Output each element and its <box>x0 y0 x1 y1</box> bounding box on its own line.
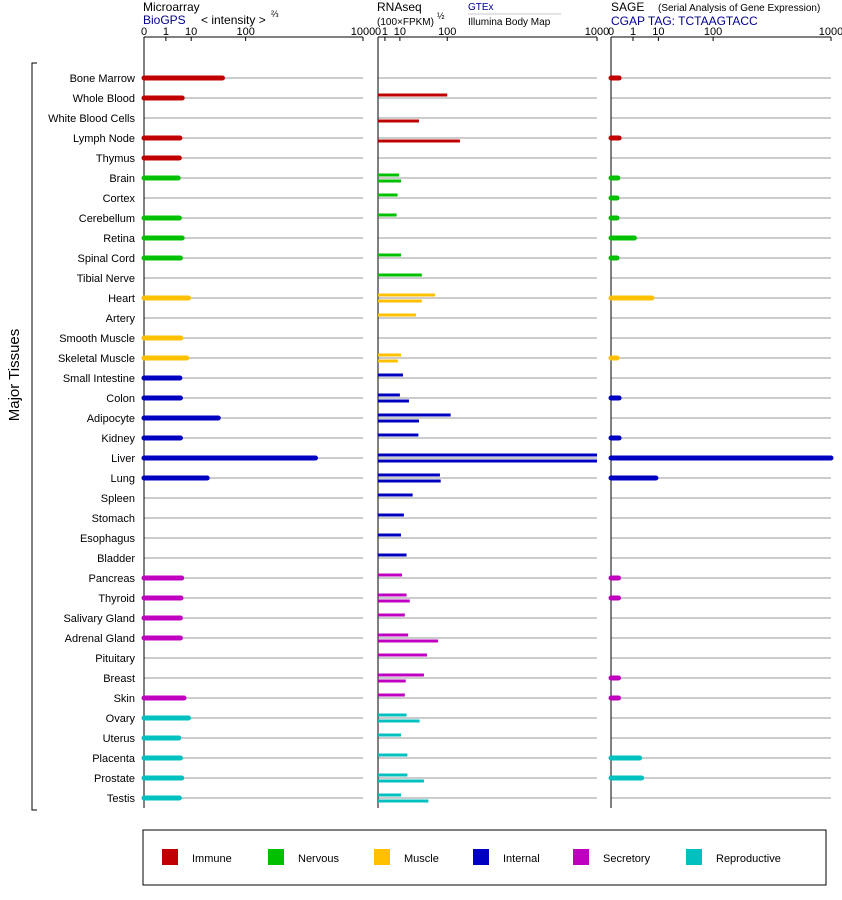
tissue-label: Thyroid <box>98 593 135 605</box>
tissue-label: Pituitary <box>95 653 135 665</box>
microarray-tick-label-1: 1 <box>163 26 169 38</box>
microarray-tick-label-0: 0 <box>141 26 147 38</box>
bars-layer <box>141 75 834 803</box>
tissue-label: Testis <box>107 793 136 805</box>
tissue-label: Cerebellum <box>79 213 135 225</box>
sage-tag: CGAP TAG: TCTAAGTACC <box>611 14 758 28</box>
legend-label-nervous: Nervous <box>298 853 339 865</box>
legend-label-immune: Immune <box>192 853 232 865</box>
microarray-unit: < intensity > <box>201 13 266 27</box>
sage-title: SAGE <box>611 0 644 14</box>
rnaseq-tick-label-10: 10 <box>394 26 406 38</box>
tissue-label: Thymus <box>96 153 136 165</box>
tissue-label: Whole Blood <box>73 93 135 105</box>
sage-subtitle: (Serial Analysis of Gene Expression) <box>658 3 820 14</box>
legend-swatch-reproductive <box>686 849 702 865</box>
tissue-label: Pancreas <box>89 573 136 585</box>
legend-label-muscle: Muscle <box>404 853 439 865</box>
legend-swatch-secretory <box>573 849 589 865</box>
tissue-label: Esophagus <box>80 533 136 545</box>
sage-tick-label-100: 100 <box>704 26 722 38</box>
legend-label-reproductive: Reproductive <box>716 853 781 865</box>
rnaseq-unit: (100×FPKM) <box>377 17 434 28</box>
tissue-label: Spinal Cord <box>78 253 135 265</box>
tissue-label: White Blood Cells <box>48 113 135 125</box>
rnaseq-title: RNAseq <box>377 0 422 14</box>
tissue-label: Colon <box>106 393 135 405</box>
rnaseq-tick-label-1000: 1000 <box>585 26 609 38</box>
microarray-unit-exponent: ⅔ <box>271 9 279 19</box>
legend-label-internal: Internal <box>503 853 540 865</box>
tissue-label: Lung <box>111 473 135 485</box>
sage-tick-label-0: 0 <box>608 26 614 38</box>
rnaseq-tick-label-0: 0 <box>375 26 381 38</box>
tissue-label: Salivary Gland <box>63 613 135 625</box>
microarray-source: BioGPS <box>143 13 186 27</box>
tissue-label: Prostate <box>94 773 135 785</box>
legend-swatch-muscle <box>374 849 390 865</box>
microarray-tick-label-10: 10 <box>185 26 197 38</box>
tissue-label: Ovary <box>106 713 136 725</box>
tissue-label: Stomach <box>92 513 135 525</box>
tissue-label: Kidney <box>101 433 135 445</box>
tissue-label: Adrenal Gland <box>65 633 135 645</box>
microarray-tick-label-1000: 1000 <box>351 26 375 38</box>
tissue-label: Bone Marrow <box>70 73 135 85</box>
rnaseq-source-gtex: GTEx <box>468 2 494 13</box>
tissue-label: Cortex <box>103 193 136 205</box>
microarray-tick-label-100: 100 <box>236 26 254 38</box>
legend-swatch-immune <box>162 849 178 865</box>
legend-label-secretory: Secretory <box>603 853 651 865</box>
tissue-label: Retina <box>103 233 136 245</box>
sage-tick-label-1000: 1000 <box>819 26 842 38</box>
rnaseq-unit-exponent: ½ <box>437 11 445 21</box>
sage-tick-label-1: 1 <box>630 26 636 38</box>
tissue-label: Uterus <box>103 733 136 745</box>
tissue-label: Brain <box>109 173 135 185</box>
tissue-label: Breast <box>103 673 135 685</box>
legend-swatch-nervous <box>268 849 284 865</box>
rnaseq-tick-label-1: 1 <box>382 26 388 38</box>
tissue-label: Lymph Node <box>73 133 135 145</box>
y-axis-label: Major Tissues <box>6 329 23 422</box>
legend: Immune Nervous Muscle Internal Secretory Repr… <box>162 849 781 865</box>
grid-layer <box>144 77 831 799</box>
tissue-label: Adipocyte <box>87 413 135 425</box>
tissue-label: Skeletal Muscle <box>58 353 135 365</box>
tissue-label: Artery <box>106 313 136 325</box>
tissue-labels: Bone Marrow Whole Blood White Blood Cells L… <box>48 73 136 805</box>
sage-tick-label-10: 10 <box>652 26 664 38</box>
tissue-label: Skin <box>114 693 135 705</box>
tissue-label: Small Intestine <box>63 373 135 385</box>
tissue-label: Heart <box>108 293 135 305</box>
tissue-label: Tibial Nerve <box>77 273 135 285</box>
rnaseq-source-illumina: Illumina Body Map <box>468 17 551 28</box>
legend-swatch-internal <box>473 849 489 865</box>
microarray-title: Microarray <box>143 0 200 14</box>
tissue-label: Liver <box>111 453 135 465</box>
tissue-label: Placenta <box>92 753 136 765</box>
tissue-label: Bladder <box>97 553 135 565</box>
rnaseq-tick-label-100: 100 <box>438 26 456 38</box>
y-axis-bracket <box>31 62 37 811</box>
tissue-label: Smooth Muscle <box>59 333 135 345</box>
tissue-label: Spleen <box>101 493 135 505</box>
